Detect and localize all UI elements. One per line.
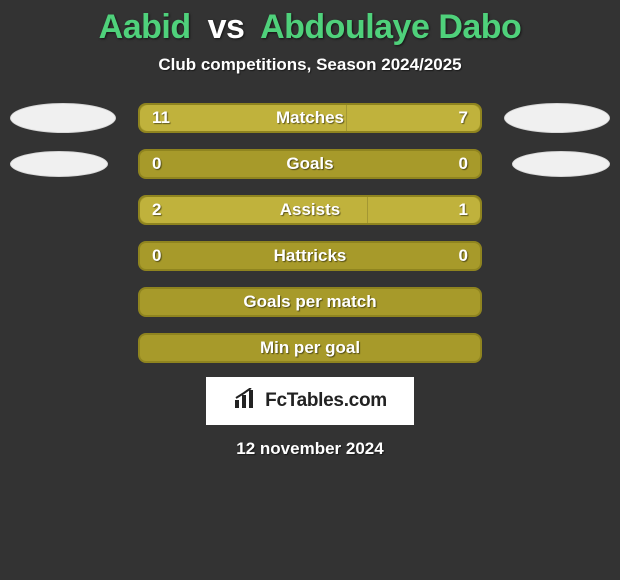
stats-area: 11 7 Matches 0 0 Goals 2 1 Assists 0 0 Hattricks Goa…	[0, 103, 620, 363]
ellipse-marker	[504, 103, 610, 133]
brand-box: FcTables.com	[206, 377, 414, 425]
title-separator: vs	[208, 8, 245, 46]
stat-row: Goals per match	[0, 287, 620, 317]
ellipse-marker	[10, 103, 116, 133]
side-slot-left	[0, 241, 138, 271]
stat-label: Hattricks	[274, 246, 347, 266]
stat-label: Assists	[280, 200, 340, 220]
stat-bar: Goals per match	[138, 287, 482, 317]
side-slot-left	[0, 333, 138, 363]
stat-value-right: 7	[459, 108, 468, 128]
title-player-left: Aabid	[99, 8, 191, 46]
brand-icon	[233, 388, 259, 415]
stat-label: Min per goal	[260, 338, 360, 358]
stat-bar: 11 7 Matches	[138, 103, 482, 133]
stat-value-left: 11	[152, 108, 170, 128]
stat-value-left: 0	[152, 154, 161, 174]
side-slot-right	[482, 333, 620, 363]
side-slot-right	[482, 241, 620, 271]
brand-text: FcTables.com	[265, 390, 387, 412]
stat-bar: 0 0 Hattricks	[138, 241, 482, 271]
stat-bar: Min per goal	[138, 333, 482, 363]
stat-label: Goals per match	[243, 292, 376, 312]
stat-value-left: 2	[152, 200, 161, 220]
side-slot-right	[482, 287, 620, 317]
stat-value-right: 1	[459, 200, 468, 220]
ellipse-marker	[512, 151, 610, 177]
stat-row: 0 0 Goals	[0, 149, 620, 179]
stat-bar: 0 0 Goals	[138, 149, 482, 179]
side-slot-left	[0, 195, 138, 225]
stat-value-left: 0	[152, 246, 161, 266]
title-player-right: Abdoulaye Dabo	[260, 8, 521, 46]
stat-row: Min per goal	[0, 333, 620, 363]
date-line: 12 november 2024	[0, 439, 620, 459]
side-slot-left	[0, 149, 138, 179]
side-slot-right	[482, 195, 620, 225]
stat-label: Goals	[286, 154, 333, 174]
stat-row: 2 1 Assists	[0, 195, 620, 225]
side-slot-right	[482, 103, 620, 133]
stat-label: Matches	[276, 108, 344, 128]
stat-bar: 2 1 Assists	[138, 195, 482, 225]
stat-row: 0 0 Hattricks	[0, 241, 620, 271]
side-slot-left	[0, 103, 138, 133]
side-slot-right	[482, 149, 620, 179]
page-title: Aabid vs Abdoulaye Dabo	[0, 0, 620, 47]
ellipse-marker	[10, 151, 108, 177]
stat-row: 11 7 Matches	[0, 103, 620, 133]
subtitle: Club competitions, Season 2024/2025	[0, 55, 620, 75]
stat-value-right: 0	[459, 246, 468, 266]
comparison-infographic: Aabid vs Abdoulaye Dabo Club competition…	[0, 0, 620, 580]
stat-value-right: 0	[459, 154, 468, 174]
side-slot-left	[0, 287, 138, 317]
